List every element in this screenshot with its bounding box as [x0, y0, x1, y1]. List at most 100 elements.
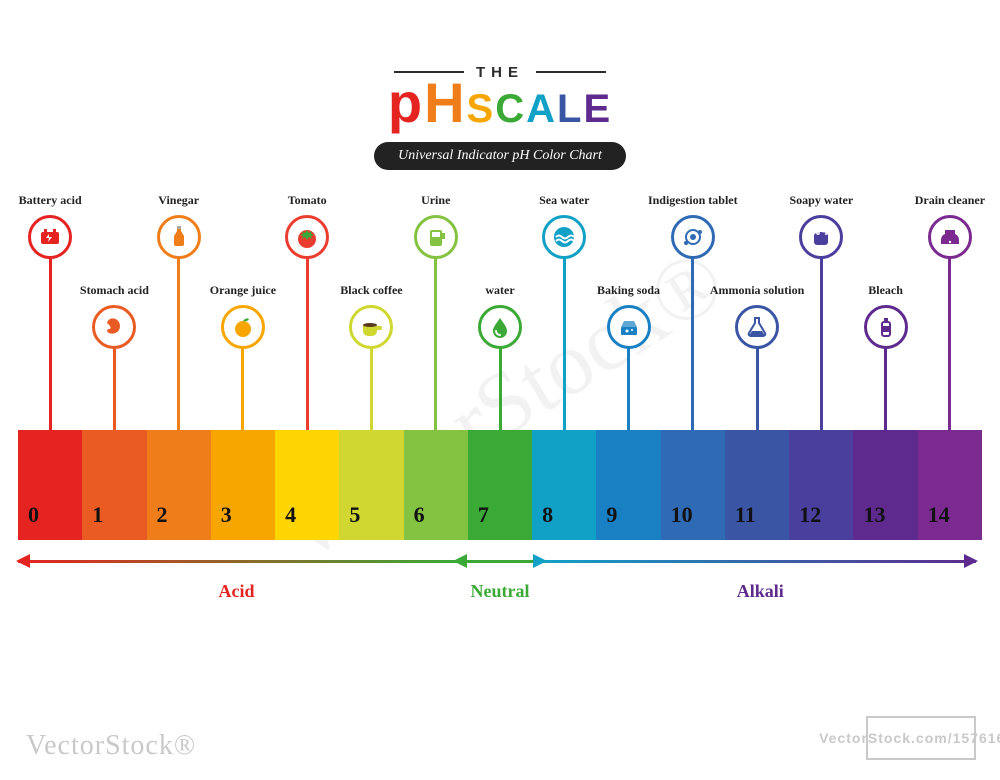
scale-cell-1: 1: [82, 430, 146, 540]
range-neutral: Neutral: [455, 560, 545, 620]
pin-stem: [820, 258, 823, 430]
rule-right: [536, 71, 606, 73]
tablet-icon: [671, 215, 715, 259]
scale-cell-4: 4: [275, 430, 339, 540]
pin-stem: [499, 348, 502, 430]
pin-stem: [948, 258, 951, 430]
ph-scale-infographic: VectorStock® THE pHSCALE Universal Indic…: [0, 0, 1000, 780]
pin-label: water: [485, 283, 514, 298]
scale-number: 11: [735, 502, 756, 528]
scale-number: 6: [414, 502, 425, 528]
scale-cell-8: 8: [532, 430, 596, 540]
pin-4: Tomato: [305, 215, 309, 430]
scale-number: 3: [221, 502, 232, 528]
title-block: THE pHSCALE Universal Indicator pH Color…: [0, 60, 1000, 170]
pin-5: Black coffee: [369, 305, 373, 430]
title-letter: H: [424, 83, 466, 123]
stomach-icon: [92, 305, 136, 349]
urine-icon: [414, 215, 458, 259]
pin-8: Sea water: [562, 215, 566, 430]
range-arrow-line: [18, 560, 455, 563]
title-letter: A: [526, 87, 557, 132]
scale-cell-10: 10: [661, 430, 725, 540]
scale-cell-3: 3: [211, 430, 275, 540]
scale-number: 1: [92, 502, 103, 528]
range-arrow-line: [455, 560, 545, 563]
pin-stem: [241, 348, 244, 430]
orange-icon: [221, 305, 265, 349]
title-letter: S: [467, 87, 496, 132]
scale-cell-11: 11: [725, 430, 789, 540]
scale-number: 14: [928, 502, 950, 528]
scale-bar: 01234567891011121314: [18, 430, 982, 540]
pin-10: Indigestion tablet: [691, 215, 695, 430]
pin-stem: [434, 258, 437, 430]
pin-0: Battery acid: [48, 215, 52, 430]
scale-number: 5: [349, 502, 360, 528]
pin-label: Black coffee: [340, 283, 402, 298]
pin-label: Battery acid: [19, 193, 82, 208]
scale-cell-12: 12: [789, 430, 853, 540]
sea-icon: [542, 215, 586, 259]
soap-icon: [799, 215, 843, 259]
range-alkali: Alkali: [545, 560, 976, 620]
pin-stem: [691, 258, 694, 430]
scale-number: 7: [478, 502, 489, 528]
scale-cell-2: 2: [147, 430, 211, 540]
pin-label: Drain cleaner: [915, 193, 985, 208]
pin-11: Ammonia solution: [755, 305, 759, 430]
scale-number: 0: [28, 502, 39, 528]
pin-6: Urine: [434, 215, 438, 430]
pin-3: Orange juice: [241, 305, 245, 430]
flask-icon: [735, 305, 779, 349]
scale-number: 9: [606, 502, 617, 528]
pin-label: Indigestion tablet: [648, 193, 738, 208]
pin-label: Soapy water: [790, 193, 854, 208]
range-arrow-line: [545, 560, 976, 563]
scale-number: 2: [157, 502, 168, 528]
range-acid: Acid: [18, 560, 455, 620]
pin-stem: [49, 258, 52, 430]
title-the-text: THE: [476, 64, 524, 81]
scale-number: 10: [671, 502, 693, 528]
watermark-id: VectorStock.com/15761631: [866, 716, 976, 760]
pin-13: Bleach: [884, 305, 888, 430]
range-label: Alkali: [737, 581, 784, 602]
pin-stem: [177, 258, 180, 430]
pin-stem: [113, 348, 116, 430]
title-letter: L: [557, 87, 583, 132]
range-label: Acid: [219, 581, 255, 602]
pin-label: Sea water: [539, 193, 589, 208]
scale-cell-7: 7: [468, 430, 532, 540]
pin-stem: [884, 348, 887, 430]
scale-cell-13: 13: [853, 430, 917, 540]
scale-cell-6: 6: [404, 430, 468, 540]
title-letter: p: [388, 83, 424, 123]
scale-cell-5: 5: [339, 430, 403, 540]
title-letter: C: [495, 87, 526, 132]
pin-14: Drain cleaner: [948, 215, 952, 430]
scale-number: 13: [863, 502, 885, 528]
watermark-text: VectorStock®: [26, 730, 196, 762]
title-letter: E: [583, 87, 612, 132]
scale-number: 12: [799, 502, 821, 528]
pin-stem: [563, 258, 566, 430]
pin-stem: [306, 258, 309, 430]
vinegar-icon: [157, 215, 201, 259]
pin-2: Vinegar: [177, 215, 181, 430]
pin-label: Ammonia solution: [710, 283, 804, 298]
pin-label: Orange juice: [210, 283, 276, 298]
range-label: Neutral: [470, 581, 529, 602]
pin-7: water: [498, 305, 502, 430]
water-icon: [478, 305, 522, 349]
pin-stem: [756, 348, 759, 430]
soda-icon: [607, 305, 651, 349]
scale-cell-9: 9: [596, 430, 660, 540]
pin-12: Soapy water: [819, 215, 823, 430]
pin-label: Stomach acid: [80, 283, 149, 298]
pin-label: Vinegar: [158, 193, 199, 208]
pin-1: Stomach acid: [112, 305, 116, 430]
scale-cell-0: 0: [18, 430, 82, 540]
title-ph-scale: pHSCALE: [0, 83, 1000, 132]
pin-stem: [627, 348, 630, 430]
